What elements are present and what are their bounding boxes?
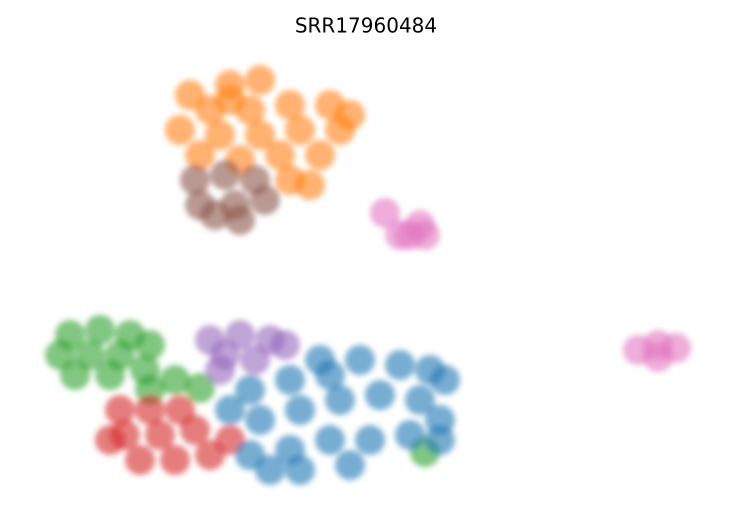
point — [245, 65, 275, 95]
point — [215, 395, 245, 425]
point — [385, 350, 415, 380]
point — [205, 355, 235, 385]
point — [370, 198, 400, 228]
point — [345, 345, 375, 375]
point — [430, 365, 460, 395]
point — [160, 445, 190, 475]
point — [315, 425, 345, 455]
point — [355, 425, 385, 455]
point — [335, 450, 365, 480]
point — [60, 360, 90, 390]
point — [160, 365, 190, 395]
point — [135, 330, 165, 360]
point — [145, 420, 175, 450]
point — [125, 445, 155, 475]
point — [325, 385, 355, 415]
point — [365, 380, 395, 410]
point — [250, 185, 280, 215]
point — [95, 425, 125, 455]
point — [245, 120, 275, 150]
point — [395, 420, 425, 450]
point — [275, 90, 305, 120]
point — [285, 395, 315, 425]
point — [285, 115, 315, 145]
point — [95, 360, 125, 390]
point — [245, 405, 275, 435]
point — [265, 140, 295, 170]
point — [225, 205, 255, 235]
point — [255, 455, 285, 485]
point — [135, 395, 165, 425]
point — [215, 85, 245, 115]
point — [385, 220, 415, 250]
chart-title: SRR17960484 — [295, 14, 437, 38]
point — [85, 315, 115, 345]
point — [185, 373, 215, 403]
point — [180, 165, 210, 195]
point — [180, 415, 210, 445]
point — [305, 345, 335, 375]
point — [275, 365, 305, 395]
point — [185, 140, 215, 170]
point — [200, 200, 230, 230]
point — [305, 140, 335, 170]
point — [425, 425, 455, 455]
point — [240, 345, 270, 375]
point — [325, 115, 355, 145]
point — [643, 342, 673, 372]
point — [210, 160, 240, 190]
point — [270, 330, 300, 360]
point — [165, 115, 195, 145]
point — [405, 385, 435, 415]
point — [285, 455, 315, 485]
point — [295, 170, 325, 200]
point — [235, 375, 265, 405]
points — [45, 65, 691, 485]
point — [205, 120, 235, 150]
point — [105, 395, 135, 425]
